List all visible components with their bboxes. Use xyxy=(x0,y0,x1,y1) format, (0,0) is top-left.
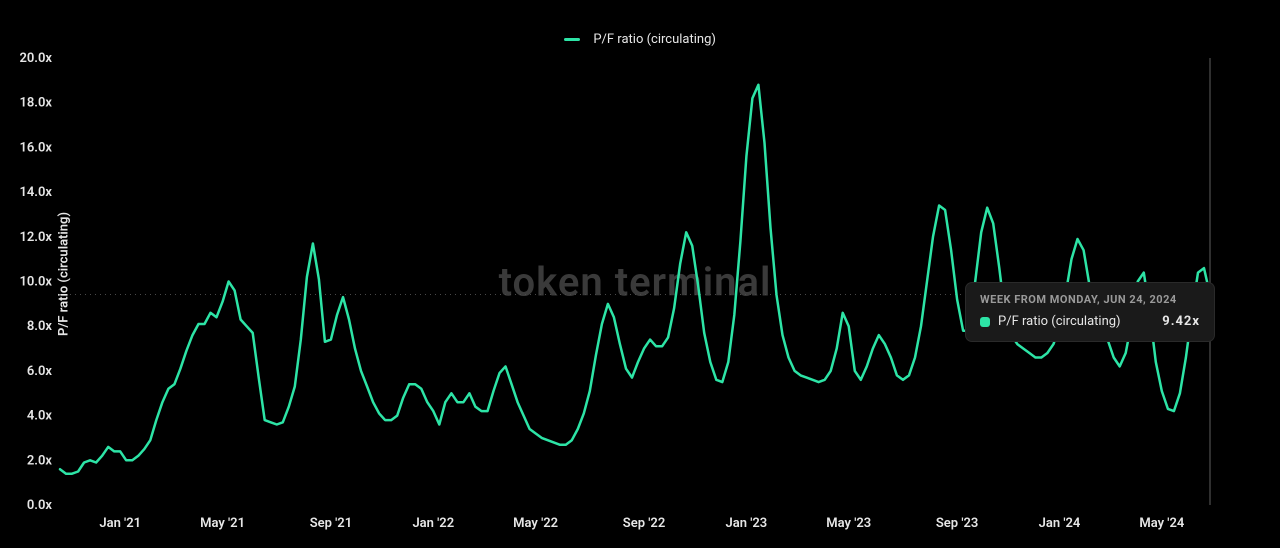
line-chart: token terminal 0.0x 2.0x 4.0x 6.0x 8.0x 10.0x 1… xyxy=(0,0,1280,548)
svg-text:20.0x: 20.0x xyxy=(19,51,52,66)
legend-swatch xyxy=(564,38,580,41)
svg-text:Sep '23: Sep '23 xyxy=(936,516,978,531)
svg-text:Jan '23: Jan '23 xyxy=(726,516,768,531)
svg-text:Sep '22: Sep '22 xyxy=(623,516,665,531)
svg-text:6.0x: 6.0x xyxy=(27,364,53,379)
svg-text:4.0x: 4.0x xyxy=(27,409,53,424)
svg-text:May '21: May '21 xyxy=(200,516,245,531)
svg-text:May '23: May '23 xyxy=(826,516,871,531)
svg-text:Jan '22: Jan '22 xyxy=(412,516,454,531)
legend-label: P/F ratio (circulating) xyxy=(593,32,716,47)
svg-text:0.0x: 0.0x xyxy=(27,498,53,513)
svg-text:10.0x: 10.0x xyxy=(19,275,52,290)
chart-container: P/F ratio (circulating) P/F ratio (circu… xyxy=(0,0,1280,548)
svg-text:2.0x: 2.0x xyxy=(27,453,53,468)
svg-text:Sep '21: Sep '21 xyxy=(310,516,352,531)
y-axis-label: P/F ratio (circulating) xyxy=(57,212,72,336)
svg-text:May '24: May '24 xyxy=(1139,516,1185,531)
svg-text:18.0x: 18.0x xyxy=(19,96,52,111)
svg-text:Jan '21: Jan '21 xyxy=(99,516,141,531)
svg-text:token terminal: token terminal xyxy=(499,259,772,306)
svg-text:8.0x: 8.0x xyxy=(27,319,53,334)
svg-text:May '22: May '22 xyxy=(513,516,558,531)
svg-text:16.0x: 16.0x xyxy=(19,140,52,155)
svg-text:14.0x: 14.0x xyxy=(19,185,52,200)
svg-text:12.0x: 12.0x xyxy=(19,230,52,245)
chart-legend: P/F ratio (circulating) xyxy=(0,32,1280,47)
svg-text:Jan '24: Jan '24 xyxy=(1039,516,1081,531)
